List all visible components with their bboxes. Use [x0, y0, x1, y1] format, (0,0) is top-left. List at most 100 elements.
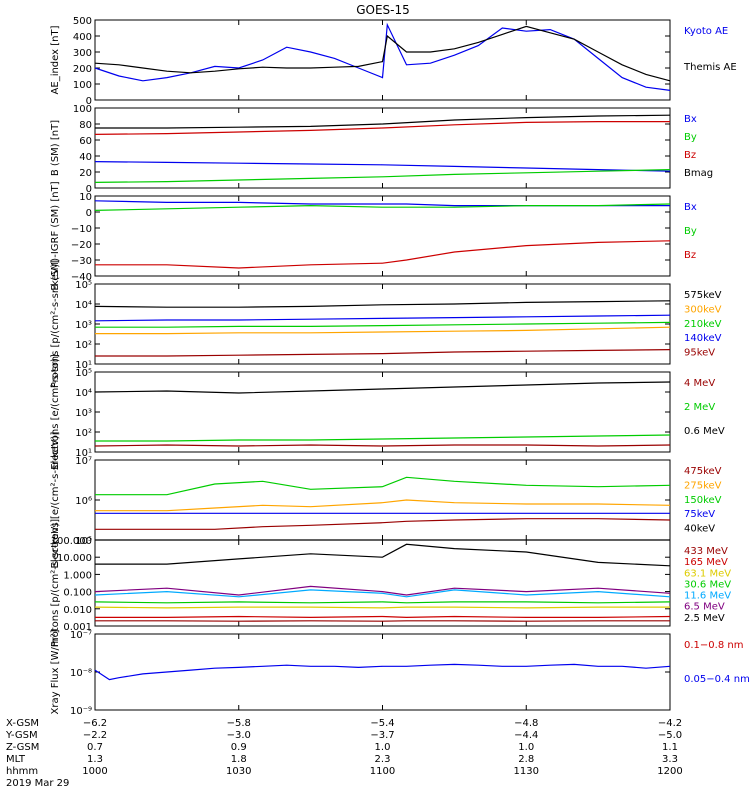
legend-xray-1: 0.05−0.4 nm	[684, 674, 750, 685]
ytick-label-bigrf-5: 10	[79, 192, 92, 203]
xaxis-row-value-3-1: 1.8	[231, 754, 247, 765]
ytick-label-protons1-1: 10²	[75, 340, 92, 351]
xaxis-row-value-2-0: 0.7	[87, 742, 103, 753]
legend-electrons2-4: 40keV	[684, 524, 715, 535]
ylabel-xray: Xray Flux [W/m²]	[50, 629, 61, 714]
ytick-label-electrons1-4: 10⁵	[75, 368, 92, 379]
ytick-label-bigrf-4: 0	[86, 208, 92, 219]
series-line-electrons2-1	[95, 500, 670, 511]
legend-protons2-3: 30.6 MeV	[684, 579, 731, 590]
series-line-ae-0	[95, 25, 670, 91]
ytick-label-protons2-1: 0.010	[63, 605, 92, 616]
series-line-protons1-2	[95, 322, 670, 327]
legend-protons1-3: 140keV	[684, 333, 722, 344]
ytick-label-electrons1-1: 10²	[75, 428, 92, 439]
xaxis-row-value-0-1: −5.8	[227, 718, 251, 729]
legend-electrons2-0: 475keV	[684, 466, 722, 477]
xaxis-row-value-0-2: −5.4	[370, 718, 394, 729]
xaxis-row-value-3-0: 1.3	[87, 754, 103, 765]
panel-frame-bsm	[95, 108, 670, 188]
xaxis-row-value-1-1: −3.0	[227, 730, 251, 741]
legend-protons2-2: 63.1 MeV	[684, 568, 731, 579]
series-line-bigrf-0	[95, 201, 670, 206]
legend-ae-1: Themis AE	[683, 62, 737, 73]
xaxis-row-value-3-4: 3.3	[662, 754, 678, 765]
xaxis-row-label-4: hhmm	[6, 766, 38, 777]
xaxis-row-value-1-2: −3.7	[370, 730, 394, 741]
legend-electrons2-2: 150keV	[684, 495, 722, 506]
legend-bsm-3: Bmag	[684, 168, 713, 179]
series-line-protons1-3	[95, 315, 670, 321]
series-line-bsm-1	[95, 170, 670, 183]
legend-xray-0: 0.1−0.8 nm	[684, 640, 743, 651]
ytick-label-xray-2: 10⁻⁷	[70, 630, 92, 641]
panel-frame-protons2	[95, 540, 670, 626]
xaxis-row-value-2-4: 1.1	[662, 742, 678, 753]
ytick-label-ae-5: 500	[73, 16, 92, 27]
ytick-label-ae-2: 200	[73, 64, 92, 75]
panel-frame-xray	[95, 634, 670, 710]
series-line-protons2-1	[95, 617, 670, 618]
ytick-label-xray-0: 10⁻⁹	[70, 706, 92, 717]
ytick-label-bsm-3: 60	[79, 136, 92, 147]
ytick-label-electrons2-1: 10⁶	[75, 496, 92, 507]
xaxis-row-value-0-3: −4.8	[514, 718, 538, 729]
xaxis-row-value-4-0: 1000	[82, 766, 107, 777]
legend-protons1-2: 210keV	[684, 319, 722, 330]
ylabel-protons2: Protons [p/(cm²-s-sr-keV)]	[50, 519, 61, 647]
ytick-label-electrons1-3: 10⁴	[75, 388, 92, 399]
legend-protons2-1: 165 MeV	[684, 557, 728, 568]
series-line-bigrf-2	[95, 241, 670, 268]
xaxis-row-value-2-1: 0.9	[231, 742, 247, 753]
series-line-electrons2-2	[95, 477, 670, 494]
xaxis-row-label-3: MLT	[6, 754, 26, 765]
xaxis-row-value-4-1: 1030	[226, 766, 251, 777]
ylabel-ae: AE_index [nT]	[50, 25, 61, 94]
series-line-xray-1	[95, 664, 670, 679]
panel-frame-electrons1	[95, 372, 670, 452]
legend-bigrf-1: By	[684, 226, 697, 237]
ytick-label-electrons2-2: 10⁷	[75, 456, 92, 467]
ytick-label-ae-4: 400	[73, 32, 92, 43]
ytick-label-bsm-4: 80	[79, 120, 92, 131]
xaxis-row-label-0: X-GSM	[6, 718, 39, 729]
xaxis-row-value-1-0: −2.2	[83, 730, 107, 741]
series-line-electrons2-0	[95, 519, 670, 530]
legend-ae-0: Kyoto AE	[684, 26, 728, 37]
legend-protons1-1: 300keV	[684, 304, 722, 315]
panel-frame-electrons2	[95, 460, 670, 540]
legend-protons2-0: 433 MeV	[684, 546, 728, 557]
ytick-label-electrons1-2: 10³	[75, 408, 92, 419]
ytick-label-protons1-4: 10⁵	[75, 280, 92, 291]
ylabel-bsm: B (SM) [nT]	[50, 120, 61, 176]
legend-protons2-4: 11.6 MeV	[684, 591, 731, 602]
xaxis-row-value-1-3: −4.4	[514, 730, 538, 741]
ytick-label-protons2-2: 0.100	[63, 588, 92, 599]
legend-electrons1-0: 4 MeV	[684, 378, 715, 389]
series-line-protons2-6	[95, 544, 670, 566]
xaxis-row-value-4-3: 1130	[514, 766, 539, 777]
xaxis-row-value-0-0: −6.2	[83, 718, 107, 729]
xaxis-row-label-2: Z-GSM	[6, 742, 39, 753]
ytick-label-xray-1: 10⁻⁸	[70, 668, 92, 679]
legend-protons2-6: 2.5 MeV	[684, 613, 725, 624]
ytick-label-bigrf-2: −20	[71, 240, 92, 251]
legend-bsm-2: Bz	[684, 150, 696, 161]
xaxis-row-value-2-2: 1.0	[375, 742, 391, 753]
legend-protons2-5: 6.5 MeV	[684, 602, 725, 613]
ytick-label-ae-3: 300	[73, 48, 92, 59]
ytick-label-bsm-5: 100	[73, 104, 92, 115]
series-line-electrons1-2	[95, 382, 670, 393]
series-line-protons2-3	[95, 602, 670, 603]
ytick-label-protons2-4: 10.000	[57, 553, 92, 564]
ytick-label-protons2-3: 1.000	[63, 570, 92, 581]
series-line-bigrf-1	[95, 204, 670, 210]
xaxis-row-value-4-2: 1100	[370, 766, 395, 777]
plot-date: 2019 Mar 29	[6, 778, 69, 789]
legend-bigrf-0: Bx	[684, 202, 697, 213]
legend-electrons1-1: 2 MeV	[684, 402, 715, 413]
xaxis-row-value-3-3: 2.8	[518, 754, 534, 765]
series-line-protons2-4	[95, 590, 670, 597]
series-line-protons2-2	[95, 607, 670, 608]
